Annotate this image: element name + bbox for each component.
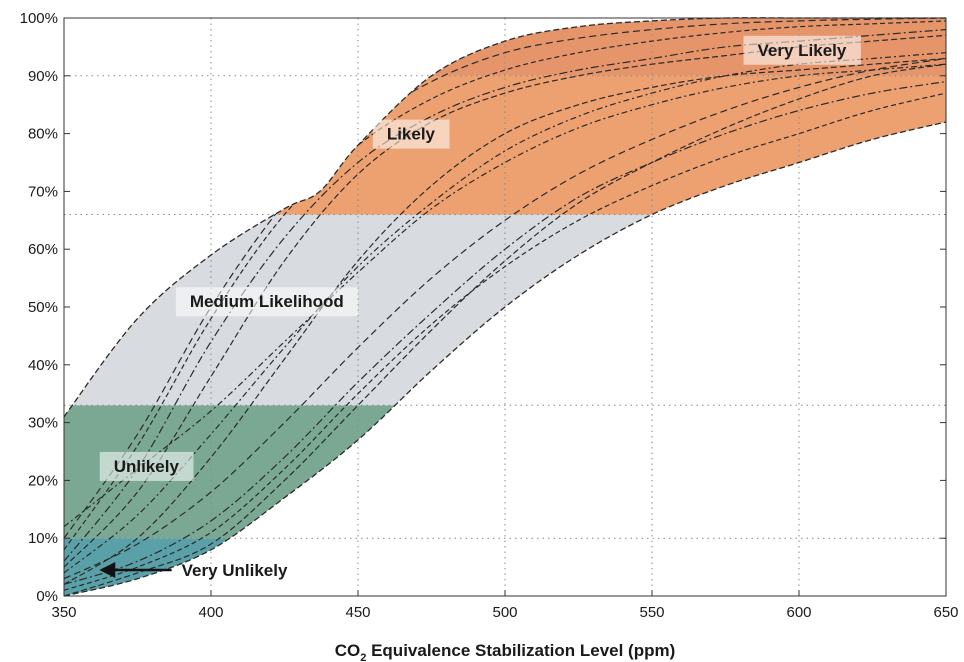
x-tick-label: 450 bbox=[345, 604, 370, 621]
y-tick-label: 80% bbox=[28, 126, 58, 143]
x-tick-label: 600 bbox=[786, 604, 811, 621]
y-tick-label: 50% bbox=[28, 299, 58, 316]
x-axis-title-suffix: Equivalence Stabilization Level (ppm) bbox=[366, 641, 675, 660]
y-tick-label: 10% bbox=[28, 530, 58, 547]
x-tick-label: 350 bbox=[51, 604, 76, 621]
annotation-medium-likelihood: Medium Likelihood bbox=[176, 287, 358, 316]
x-tick-label: 650 bbox=[933, 604, 958, 621]
annotation-text: Very Unlikely bbox=[182, 561, 288, 580]
x-tick-label: 500 bbox=[492, 604, 517, 621]
x-tick-label: 400 bbox=[198, 604, 223, 621]
x-axis-title-prefix: CO bbox=[335, 641, 361, 660]
y-tick-label: 0% bbox=[36, 588, 58, 605]
annotation-very-likely: Very Likely bbox=[744, 36, 861, 65]
annotation-text: Very Likely bbox=[758, 41, 847, 60]
y-tick-label: 60% bbox=[28, 241, 58, 258]
annotation-likely: Likely bbox=[373, 120, 450, 149]
annotation-text: Medium Likelihood bbox=[190, 292, 344, 311]
y-tick-label: 70% bbox=[28, 183, 58, 200]
y-tick-label: 90% bbox=[28, 68, 58, 85]
annotation-text: Likely bbox=[387, 125, 436, 144]
y-tick-label: 20% bbox=[28, 472, 58, 489]
x-axis-title: CO2 Equivalence Stabilization Level (ppm… bbox=[335, 641, 676, 662]
y-tick-label: 100% bbox=[20, 10, 58, 27]
y-tick-label: 30% bbox=[28, 415, 58, 432]
x-tick-label: 550 bbox=[639, 604, 664, 621]
y-tick-label: 40% bbox=[28, 357, 58, 374]
annotation-unlikely: Unlikely bbox=[100, 452, 194, 481]
annotation-text: Unlikely bbox=[114, 457, 180, 476]
